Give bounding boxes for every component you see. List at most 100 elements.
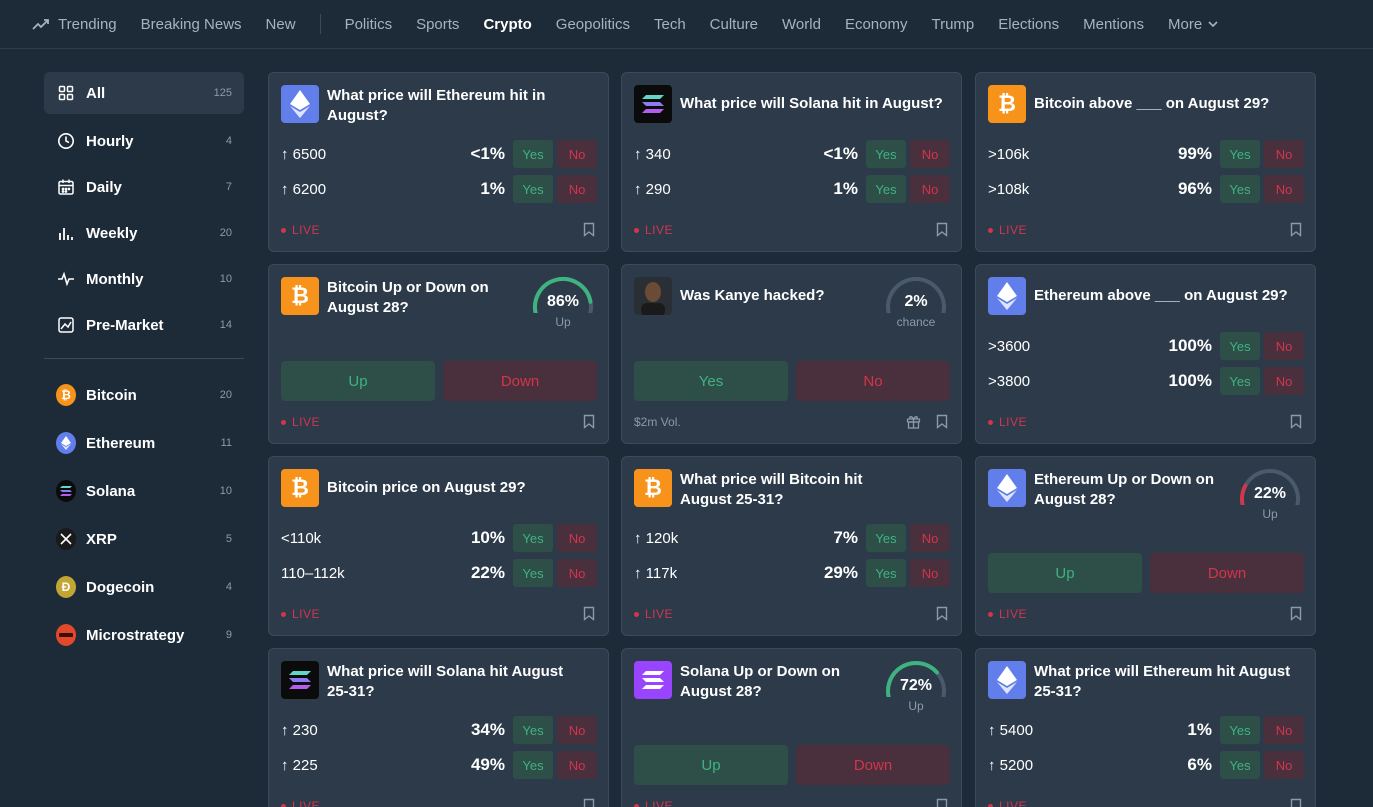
yes-button[interactable]: Yes [513,716,553,744]
no-button[interactable]: No [1264,716,1304,744]
sidebar-item-pre-market[interactable]: Pre-Market 14 [44,302,244,348]
sidebar-item-all[interactable]: All 125 [44,72,244,114]
yes-button[interactable]: Yes [1220,332,1260,360]
no-button[interactable]: No [910,559,950,587]
market-card[interactable]: Was Kanye hacked? 2% chance Yes No $2m V… [621,264,962,444]
market-title[interactable]: Was Kanye hacked? [680,287,825,304]
bookmark-icon[interactable] [1290,222,1304,238]
market-title[interactable]: Ethereum Up or Down on August 28? [1034,471,1214,508]
market-card[interactable]: What price will Solana hit in August? ↑ … [621,72,962,252]
yes-button[interactable]: Yes [866,559,906,587]
sidebar-item-monthly[interactable]: Monthly 10 [44,256,244,302]
nav-trump[interactable]: Trump [931,15,975,33]
market-title[interactable]: Bitcoin above ___ on August 29? [1034,95,1270,112]
no-button[interactable]: No [1264,140,1304,168]
yes-button[interactable]: Yes [634,361,788,401]
market-card[interactable]: Ethereum above ___ on August 29? >3600 1… [975,264,1316,444]
market-card[interactable]: Solana Up or Down on August 28? 72% Up U… [621,648,962,807]
market-title[interactable]: What price will Ethereum hit August 25-3… [1034,663,1291,700]
market-title[interactable]: What price will Solana hit August 25-31? [327,663,564,700]
down-button[interactable]: Down [796,745,950,785]
no-button[interactable]: No [557,140,597,168]
market-title[interactable]: Solana Up or Down on August 28? [680,663,840,700]
bookmark-icon[interactable] [936,414,950,430]
nav-world[interactable]: World [782,15,821,33]
market-card[interactable]: Ethereum Up or Down on August 28? 22% Up… [975,456,1316,636]
nav-economy[interactable]: Economy [844,15,908,33]
no-button[interactable]: No [910,140,950,168]
up-button[interactable]: Up [988,553,1142,593]
sidebar-item-hourly[interactable]: Hourly 4 [44,118,244,164]
yes-button[interactable]: Yes [1220,751,1260,779]
nav-tech[interactable]: Tech [653,15,686,33]
up-button[interactable]: Up [281,361,435,401]
market-card[interactable]: ₿ Bitcoin price on August 29? <110k 10% … [268,456,609,636]
nav-more[interactable]: More [1168,16,1218,33]
no-button[interactable]: No [557,175,597,203]
market-card[interactable]: ₿ Bitcoin Up or Down on August 28? 86% U… [268,264,609,444]
market-title[interactable]: What price will Solana hit in August? [680,95,943,112]
bookmark-icon[interactable] [583,606,597,622]
no-button[interactable]: No [557,559,597,587]
bookmark-icon[interactable] [583,222,597,238]
yes-button[interactable]: Yes [866,175,906,203]
nav-new[interactable]: New [265,15,296,33]
yes-button[interactable]: Yes [1220,175,1260,203]
no-button[interactable]: No [557,751,597,779]
market-card[interactable]: What price will Ethereum hit August 25-3… [975,648,1316,807]
nav-sports[interactable]: Sports [416,15,460,33]
no-button[interactable]: No [557,716,597,744]
bookmark-icon[interactable] [583,414,597,430]
gift-icon[interactable] [906,414,922,430]
no-button[interactable]: No [1264,751,1304,779]
sidebar-item-xrp[interactable]: XRP 5 [44,515,244,563]
sidebar-item-dogecoin[interactable]: Ð Dogecoin 4 [44,563,244,611]
bookmark-icon[interactable] [1290,798,1304,807]
market-card[interactable]: What price will Ethereum hit in August? … [268,72,609,252]
bookmark-icon[interactable] [936,606,950,622]
down-button[interactable]: Down [1150,553,1304,593]
market-title[interactable]: Bitcoin price on August 29? [327,479,526,496]
sidebar-item-daily[interactable]: Daily 7 [44,164,244,210]
nav-trending[interactable]: Trending [32,16,117,33]
no-button[interactable]: No [1264,367,1304,395]
yes-button[interactable]: Yes [513,175,553,203]
bookmark-icon[interactable] [583,798,597,807]
nav-politics[interactable]: Politics [344,15,393,33]
yes-button[interactable]: Yes [1220,367,1260,395]
market-card[interactable]: ₿ What price will Bitcoin hit August 25-… [621,456,962,636]
market-title[interactable]: What price will Ethereum hit in August? [327,87,546,124]
bookmark-icon[interactable] [1290,606,1304,622]
no-button[interactable]: No [910,175,950,203]
sidebar-item-microstrategy[interactable]: Microstrategy 9 [44,611,244,659]
yes-button[interactable]: Yes [513,559,553,587]
nav-mentions[interactable]: Mentions [1083,15,1144,33]
sidebar-item-ethereum[interactable]: Ethereum 11 [44,419,244,467]
market-card[interactable]: What price will Solana hit August 25-31?… [268,648,609,807]
no-button[interactable]: No [557,524,597,552]
no-button[interactable]: No [1264,332,1304,360]
no-button[interactable]: No [796,361,950,401]
bookmark-icon[interactable] [1290,414,1304,430]
market-card[interactable]: ₿ Bitcoin above ___ on August 29? >106k … [975,72,1316,252]
nav-breaking-news[interactable]: Breaking News [140,15,242,33]
nav-crypto[interactable]: Crypto [483,15,532,33]
market-title[interactable]: Ethereum above ___ on August 29? [1034,287,1288,304]
market-title[interactable]: Bitcoin Up or Down on August 28? [327,279,489,316]
yes-button[interactable]: Yes [1220,716,1260,744]
yes-button[interactable]: Yes [513,140,553,168]
no-button[interactable]: No [1264,175,1304,203]
nav-culture[interactable]: Culture [709,15,759,33]
sidebar-item-weekly[interactable]: Weekly 20 [44,210,244,256]
nav-elections[interactable]: Elections [998,15,1060,33]
yes-button[interactable]: Yes [1220,140,1260,168]
down-button[interactable]: Down [443,361,597,401]
yes-button[interactable]: Yes [513,751,553,779]
yes-button[interactable]: Yes [866,524,906,552]
sidebar-item-solana[interactable]: Solana 10 [44,467,244,515]
yes-button[interactable]: Yes [866,140,906,168]
sidebar-item-bitcoin[interactable]: ₿ Bitcoin 20 [44,371,244,419]
bookmark-icon[interactable] [936,798,950,807]
market-title[interactable]: What price will Bitcoin hit August 25-31… [680,471,863,508]
up-button[interactable]: Up [634,745,788,785]
